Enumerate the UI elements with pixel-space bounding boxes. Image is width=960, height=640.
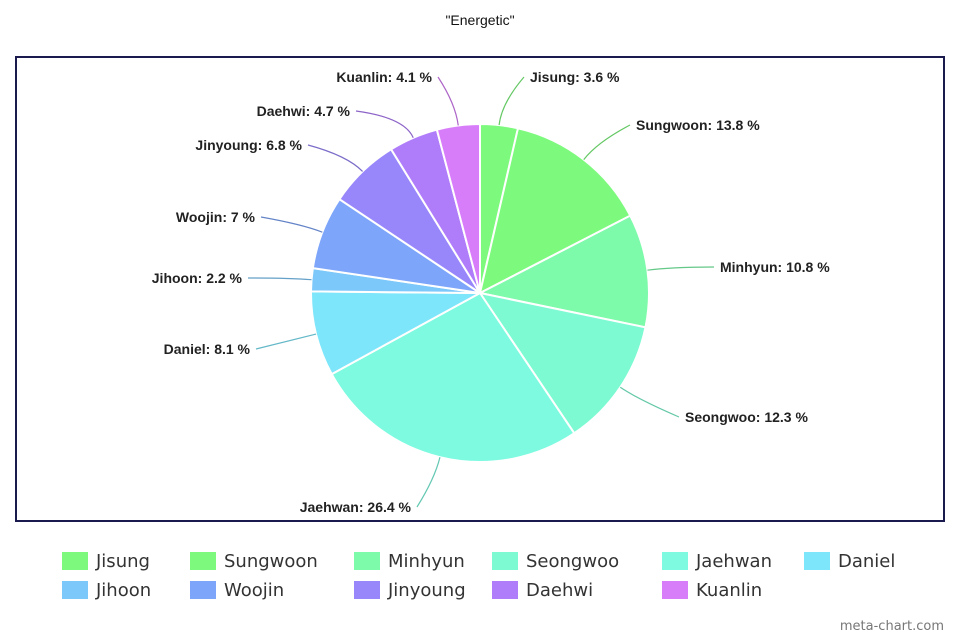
- legend-label: Daehwi: [526, 579, 594, 601]
- legend-item-woojin[interactable]: Woojin: [190, 579, 284, 601]
- pie-slice-seongwoo[interactable]: [477, 291, 647, 435]
- legend-swatch: [662, 552, 688, 570]
- legend-item-jinyoung[interactable]: Jinyoung: [354, 579, 466, 601]
- leader-line-minhyun: [647, 266, 715, 271]
- data-label-jinyoung: Jinyoung: 6.8 %: [195, 137, 302, 153]
- data-label-daehwi: Daehwi: 4.7 %: [257, 103, 351, 119]
- legend-label: Jihoon: [96, 579, 152, 601]
- pie-slice-kuanlin[interactable]: [435, 122, 481, 294]
- leader-line-kuanlin: [437, 76, 459, 126]
- legend-swatch: [804, 552, 830, 570]
- leader-line-jisung: [498, 76, 525, 126]
- legend: Jisung Sungwoon Minhyun Seongwoo Jaehwan Dani…: [62, 550, 942, 610]
- leader-line-woojin: [260, 216, 323, 233]
- pie-slice-jaehwan[interactable]: [330, 291, 576, 463]
- legend-swatch: [492, 552, 518, 570]
- data-label-jaehwan: Jaehwan: 26.4 %: [300, 499, 412, 515]
- leader-line-seongwoo: [619, 386, 680, 418]
- data-label-jisung: Jisung: 3.6 %: [530, 69, 620, 85]
- leader-line-daehwi: [355, 110, 414, 138]
- legend-item-seongwoo[interactable]: Seongwoo: [492, 550, 619, 572]
- legend-item-daniel[interactable]: Daniel: [804, 550, 895, 572]
- leader-line-sungwoon: [583, 124, 631, 160]
- legend-label: Woojin: [224, 579, 285, 601]
- leader-line-jinyoung: [307, 144, 364, 172]
- data-label-seongwoo: Seongwoo: 12.3 %: [685, 409, 808, 425]
- leader-line-jihoon: [247, 277, 312, 281]
- legend-label: Seongwoo: [526, 550, 620, 572]
- legend-item-jihoon[interactable]: Jihoon: [62, 579, 151, 601]
- legend-swatch: [354, 552, 380, 570]
- legend-label: Jaehwan: [696, 550, 772, 572]
- legend-item-kuanlin[interactable]: Kuanlin: [662, 579, 762, 601]
- data-label-woojin: Woojin: 7 %: [176, 209, 256, 225]
- watermark: meta-chart.com: [839, 619, 944, 634]
- data-label-jihoon: Jihoon: 2.2 %: [152, 270, 243, 286]
- legend-swatch: [662, 581, 688, 599]
- data-label-sungwoon: Sungwoon: 13.8 %: [636, 117, 760, 133]
- legend-item-jisung[interactable]: Jisung: [62, 550, 150, 572]
- legend-swatch: [190, 581, 216, 599]
- legend-swatch: [354, 581, 380, 599]
- data-label-daniel: Daniel: 8.1 %: [164, 341, 251, 357]
- leader-line-jaehwan: [416, 457, 441, 508]
- plot-frame: [15, 56, 945, 522]
- legend-label: Daniel: [838, 550, 896, 572]
- data-label-minhyun: Minhyun: 10.8 %: [720, 259, 830, 275]
- legend-label: Kuanlin: [696, 579, 763, 601]
- legend-item-daehwi[interactable]: Daehwi: [492, 579, 593, 601]
- leader-line-daniel: [255, 333, 317, 350]
- legend-label: Jisung: [96, 550, 150, 572]
- legend-label: Sungwoon: [224, 550, 318, 572]
- legend-item-minhyun[interactable]: Minhyun: [354, 550, 465, 572]
- pie-slice-minhyun[interactable]: [477, 214, 650, 329]
- legend-swatch: [62, 552, 88, 570]
- legend-label: Minhyun: [388, 550, 465, 572]
- pie-chart: Jisung: 3.6 % Sungwoon: 13.8 % Minhyun: 10…: [152, 69, 830, 515]
- chart-title: "Energetic": [445, 12, 515, 28]
- legend-swatch: [492, 581, 518, 599]
- legend-swatch: [190, 552, 216, 570]
- data-label-kuanlin: Kuanlin: 4.1 %: [336, 69, 432, 85]
- legend-swatch: [62, 581, 88, 599]
- legend-label: Jinyoung: [388, 579, 466, 601]
- legend-item-jaehwan[interactable]: Jaehwan: [662, 550, 772, 572]
- legend-item-sungwoon[interactable]: Sungwoon: [190, 550, 318, 572]
